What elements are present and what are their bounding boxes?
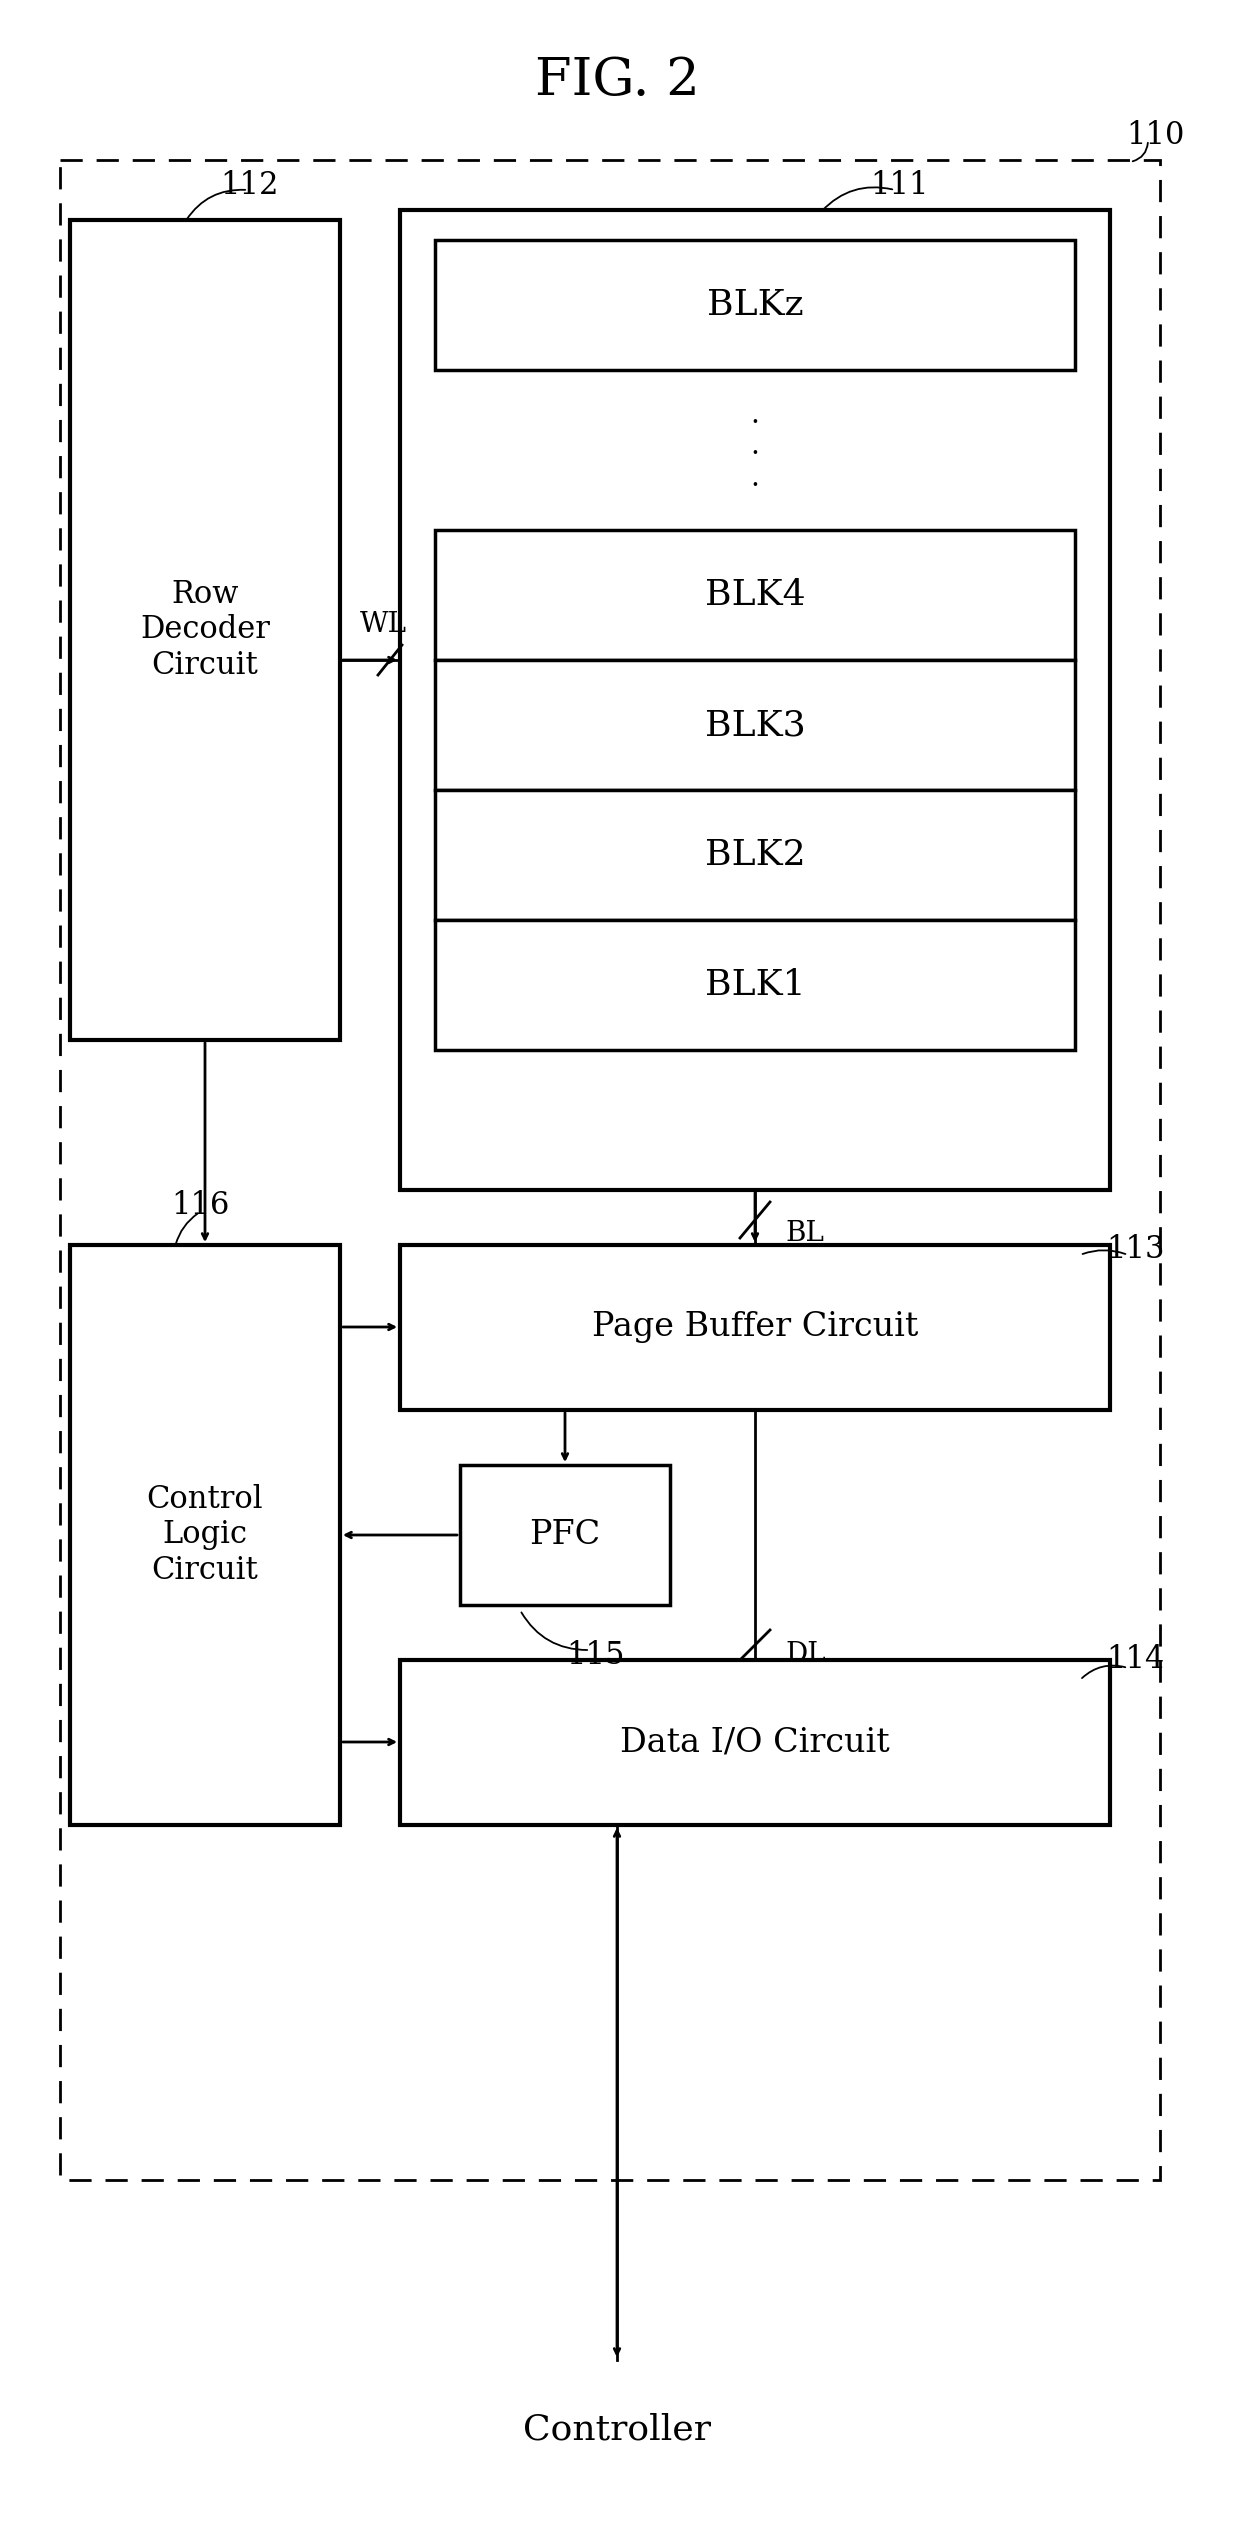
Text: Controller: Controller <box>523 2414 711 2446</box>
Text: PFC: PFC <box>529 1518 601 1551</box>
Text: 116: 116 <box>170 1190 230 1221</box>
Bar <box>436 240 1075 371</box>
Text: BL: BL <box>785 1221 824 1246</box>
Bar <box>436 661 1075 789</box>
Text: WL: WL <box>360 610 407 638</box>
Text: Data I/O Circuit: Data I/O Circuit <box>621 1725 890 1758</box>
Bar <box>436 530 1075 661</box>
Bar <box>60 159 1160 2179</box>
Bar <box>400 1659 1111 1826</box>
Text: BLK4: BLK4 <box>705 578 806 613</box>
Bar <box>70 1246 341 1826</box>
Text: BLK1: BLK1 <box>705 968 806 1001</box>
Text: FIG. 2: FIG. 2 <box>534 55 700 106</box>
Text: 115: 115 <box>565 1639 624 1670</box>
Text: 113: 113 <box>1106 1233 1164 1266</box>
Text: Control
Logic
Circuit: Control Logic Circuit <box>147 1483 263 1586</box>
Bar <box>436 789 1075 921</box>
Bar <box>460 1465 670 1604</box>
Text: 110: 110 <box>1125 119 1185 151</box>
Text: BLKz: BLKz <box>707 288 803 323</box>
Text: 111: 111 <box>871 169 929 202</box>
Bar <box>400 1246 1111 1410</box>
Text: 114: 114 <box>1106 1644 1164 1675</box>
Text: Row
Decoder
Circuit: Row Decoder Circuit <box>141 578 270 681</box>
Bar <box>436 921 1075 1049</box>
Bar <box>400 209 1111 1190</box>
Text: BLK3: BLK3 <box>705 709 806 741</box>
Text: ·
·
·: · · · <box>750 411 759 499</box>
Bar <box>70 219 341 1039</box>
Text: DL: DL <box>785 1642 826 1670</box>
Text: Page Buffer Circuit: Page Buffer Circuit <box>592 1311 918 1344</box>
Text: BLK2: BLK2 <box>705 837 806 873</box>
Text: 112: 112 <box>221 169 279 202</box>
